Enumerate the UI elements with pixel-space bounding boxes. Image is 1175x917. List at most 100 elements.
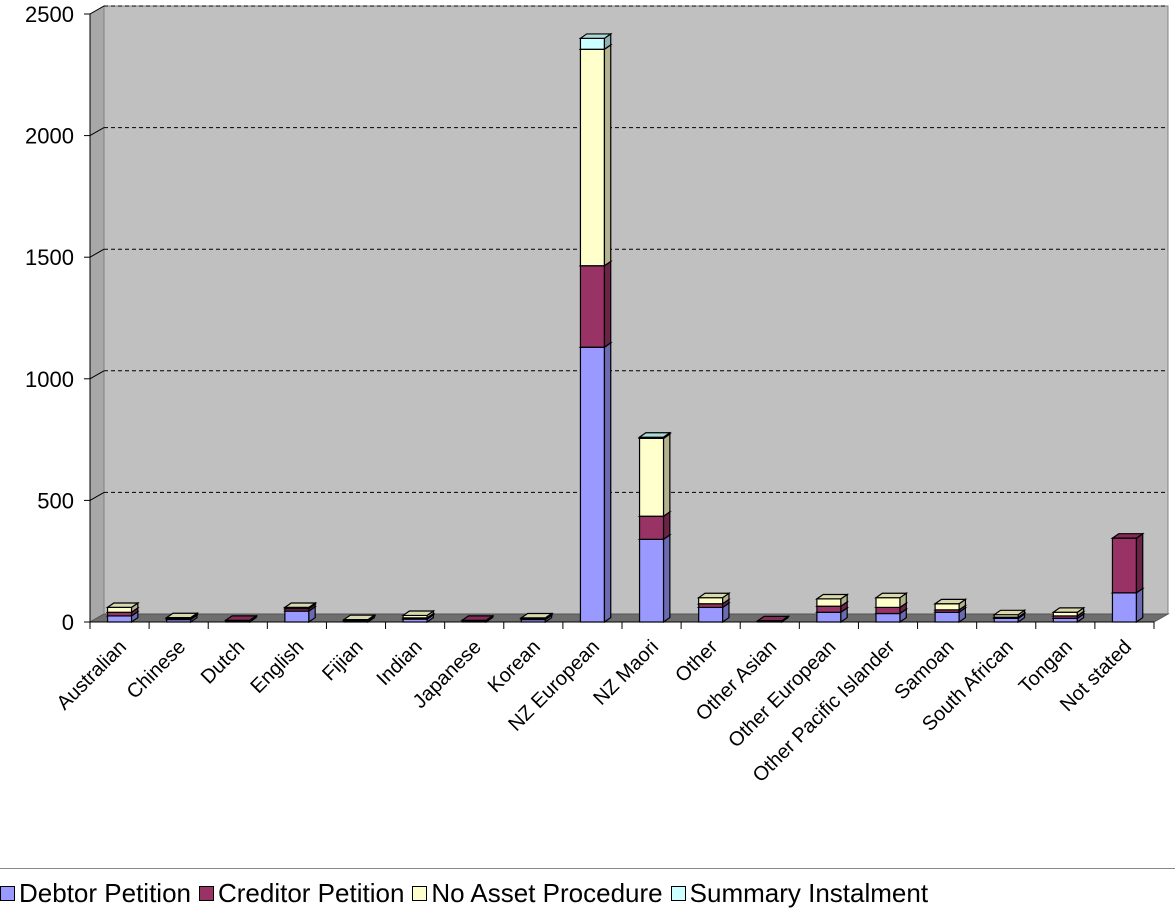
bar-top [164,612,199,619]
bar-face [875,606,901,615]
bar-segment [164,612,199,620]
bar-top [992,609,1027,616]
y-tick-label: 500 [37,488,74,513]
bar-segment [519,612,554,620]
bar-segment [342,614,377,622]
bar-side [662,432,671,518]
bar-segment [755,615,790,623]
bar-face [579,346,606,623]
bar-side [603,260,612,349]
bar-segment [1110,532,1145,594]
y-tick-label: 1500 [25,245,74,270]
bar-segment [578,260,613,349]
bar-face [816,598,842,607]
bar-top [1110,533,1145,539]
bar-top [933,598,968,605]
bar-top [1051,607,1086,613]
plot-area [88,5,1170,623]
bar-segment [874,592,909,609]
gridlines [89,5,1168,501]
bar-face [816,605,842,613]
x-tick-label: Chinese [123,636,190,703]
bar-segment [578,341,613,624]
bar-face [638,538,665,623]
x-tick-label: NZ Maori [589,636,663,710]
bar-segment [578,43,613,267]
y-tick-label: 0 [62,610,74,635]
bar-segment [1110,587,1145,624]
bar-segment [933,598,968,611]
legend-swatch [0,885,15,901]
bar-segment [637,432,672,518]
bar-segment [223,614,258,623]
bar-face [698,606,724,623]
bar-segment [696,592,731,605]
gridline-side [89,5,105,15]
bar-segment [1051,606,1086,618]
y-tick-label: 1000 [25,367,74,392]
legend-label: Creditor Petition [217,877,405,908]
back-wall [103,5,1169,615]
bar-face [106,615,133,623]
legend-label: Debtor Petition [19,877,191,908]
legend-swatch [670,885,686,901]
legend-swatch [198,885,214,901]
x-tick-label: Other [671,636,722,687]
x-tick-label: Australian [53,636,131,714]
legend-swatch [412,885,428,901]
bar-face [934,603,960,611]
bar-face [1111,537,1138,594]
bar-side [662,533,671,624]
bar-face [638,515,665,540]
x-tick-label: Other European [724,636,840,752]
bar-top [401,610,436,617]
bar-face [106,606,133,613]
bar-face [816,611,842,623]
bar-top [578,33,613,39]
x-tick-label: Indian [373,636,427,690]
gridline-side [89,248,105,258]
bar-side [603,43,612,267]
gridline-side [89,491,105,501]
bar-top [519,612,554,619]
bar-face [579,48,606,267]
x-tick-label: Dutch [197,636,250,689]
side-wall [89,5,105,623]
bar-top [874,592,909,599]
bar-segment [637,533,672,624]
bar-segment [637,431,672,440]
bar-top [814,593,850,600]
bar-top [755,615,790,622]
gridline-side [89,370,105,380]
y-tick-label: 2500 [25,2,74,27]
bar-segment [814,593,850,608]
bar-segment [401,609,436,620]
y-axis-ticks: 0 500 1000 1500 2000 2500 [25,2,90,635]
bar-segment [282,601,318,610]
bar-side [1135,532,1144,594]
bar-face [1111,592,1138,623]
legend-label: Summary Instalment [689,877,929,908]
bar-face [698,597,724,605]
x-tick-label: English [246,636,308,698]
bar-side [1135,587,1144,624]
bar-segment [460,614,495,623]
legend-item: Creditor Petition [198,877,405,909]
bar-face [638,437,665,517]
bar-top [282,602,318,609]
bar-face [875,612,901,623]
bar-top [223,615,258,621]
bar-face [284,610,310,623]
bar-top [696,592,731,599]
legend-item: Debtor Petition [0,878,191,909]
bar-segment [992,609,1027,619]
legend-label: No Asset Procedure [431,877,663,908]
bar-face [579,265,606,348]
bar-top [460,615,495,621]
bars [105,32,1145,624]
bar-top [105,602,140,609]
bar-face [875,597,901,609]
legend-item: No Asset Procedure [412,877,663,909]
